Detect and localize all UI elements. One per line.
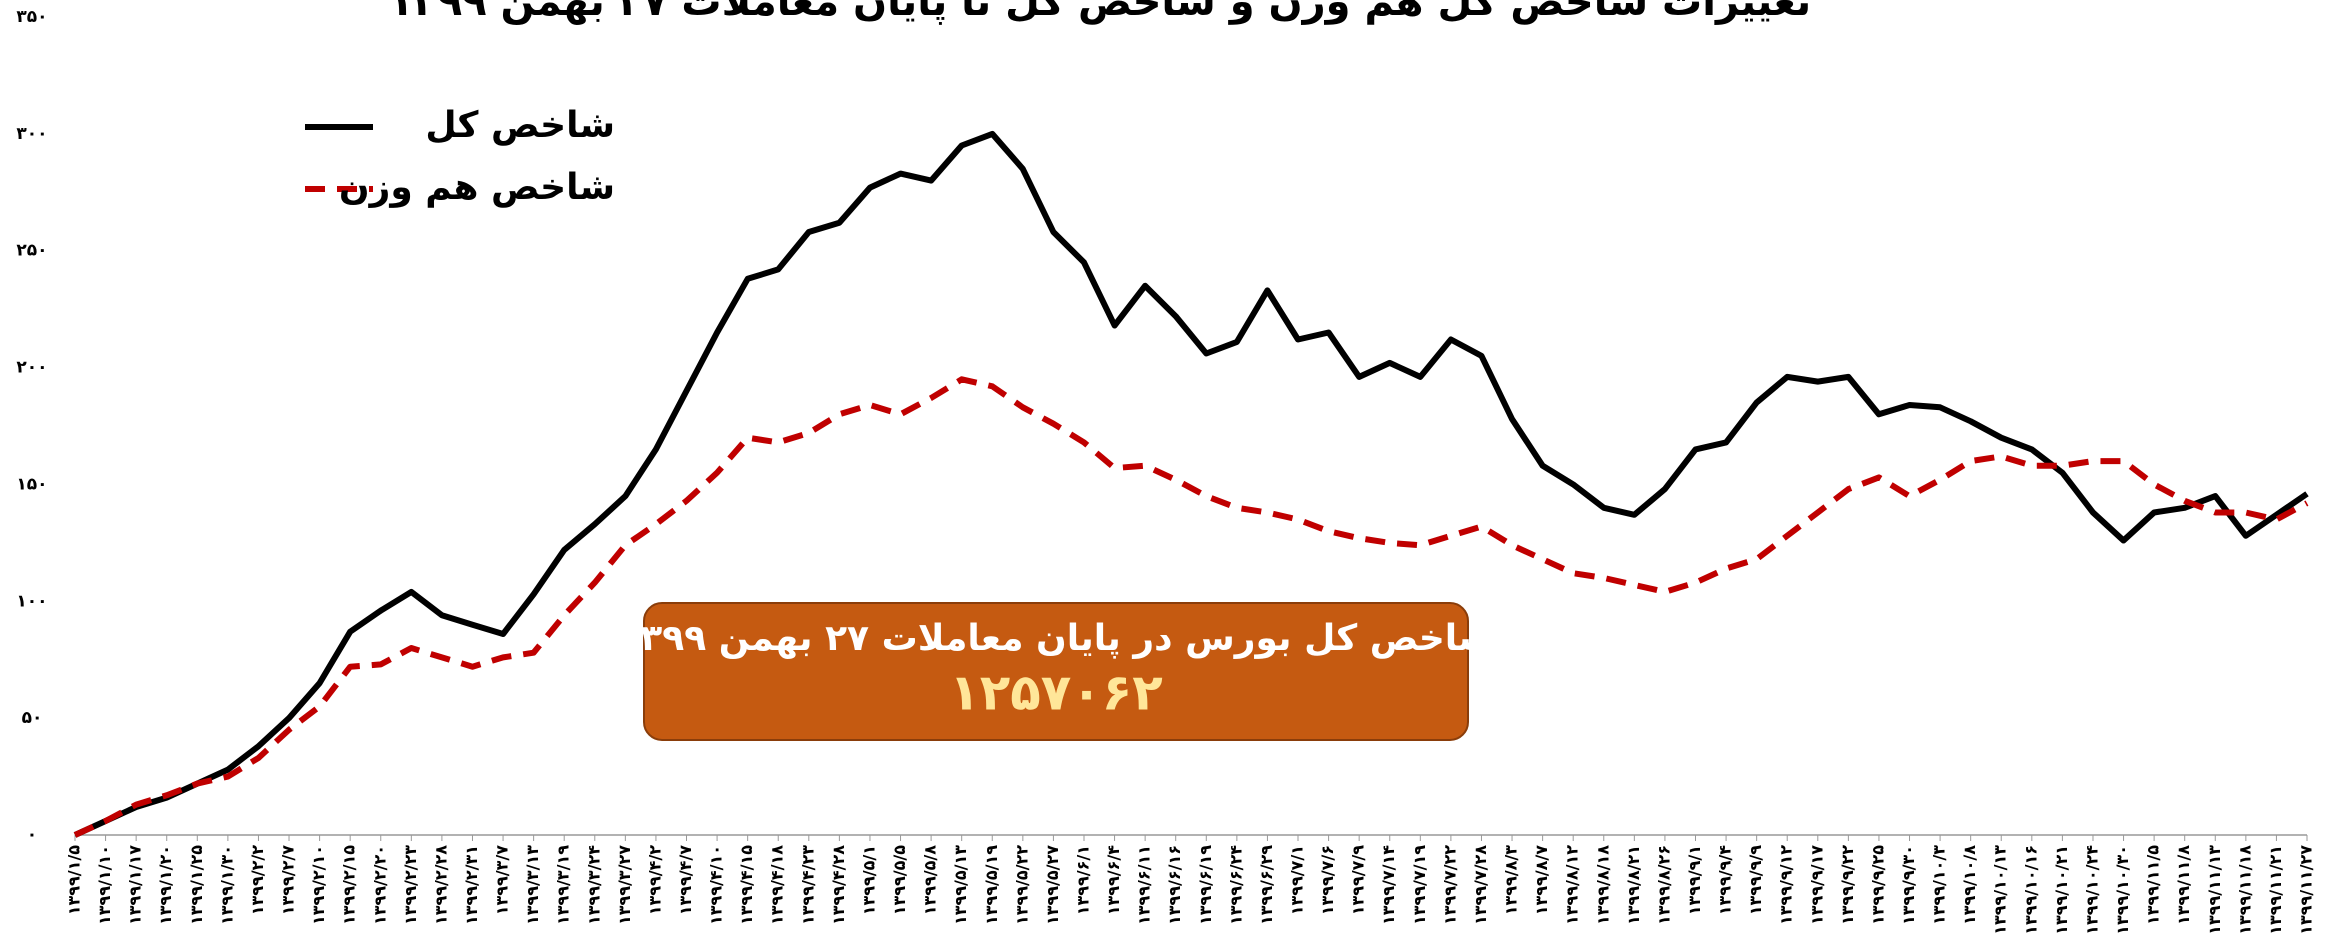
x-tick-label: ۱۳۹۹/۸/۲۱ [1624,845,1643,925]
x-tick-label: ۱۳۹۹/۱۰/۲۴ [2082,845,2101,935]
x-tick-label: ۱۳۹۹/۷/۲۲ [1440,845,1459,925]
x-tick-label: ۱۳۹۹/۱/۱۷ [126,845,145,925]
annotation-text: شاخص کل بورس در پایان معاملات ۲۷ بهمن ۱۳… [618,618,1493,659]
x-tick-label: ۱۳۹۹/۱۰/۳۰ [2113,845,2132,935]
legend-label: شاخص کل [425,105,615,146]
x-tick-label: ۱۳۹۹/۶/۲۴ [1226,845,1245,925]
x-tick-label: ۱۳۹۹/۴/۲۸ [829,845,848,925]
x-tick-label: ۱۳۹۹/۸/۳ [1502,845,1521,916]
x-tick-label: ۱۳۹۹/۷/۶ [1318,845,1337,915]
x-tick-label: ۱۳۹۹/۸/۷ [1532,845,1551,916]
series-line [73,376,2309,838]
x-tick-label: ۱۳۹۹/۵/۲۷ [1043,845,1062,925]
x-tick-label: ۱۳۹۹/۱۰/۲۱ [2052,845,2071,935]
y-tick-label: ۱۰۰ [16,591,47,611]
x-tick-label: ۱۳۹۹/۹/۹ [1746,845,1765,916]
x-tick-label: ۱۳۹۹/۴/۲ [645,845,664,916]
x-tick-label: ۱۳۹۹/۲/۲۳ [401,845,420,925]
x-tick-label: ۱۳۹۹/۲/۱۵ [340,845,359,925]
x-tick-label: ۱۳۹۹/۹/۱ [1685,845,1704,915]
x-tick-label: ۱۳۹۹/۵/۱۳ [951,845,970,925]
x-tick-label: ۱۳۹۹/۵/۸ [921,845,940,916]
x-tick-label: ۱۳۹۹/۴/۷ [676,845,695,916]
annotation-value: ۱۲۵۷۰۶۲ [949,664,1163,722]
x-tick-label: ۱۳۹۹/۱/۳۰ [217,845,236,925]
x-tick-label: ۱۳۹۹/۲/۷ [279,845,298,916]
x-tick-label: ۱۳۹۹/۹/۳۰ [1899,845,1918,925]
x-tick-label: ۱۳۹۹/۲/۱۰ [309,845,328,925]
x-tick-label: ۱۳۹۹/۱۱/۲۱ [2266,845,2285,935]
y-tick-label: ۱۵۰ [16,474,47,494]
x-tick-label: ۱۳۹۹/۵/۱۹ [982,845,1001,925]
x-tick-label: ۱۳۹۹/۲/۲۰ [370,845,389,925]
x-tick-label: ۱۳۹۹/۱۱/۸ [2174,845,2193,925]
x-tick-label: ۱۳۹۹/۶/۱۱ [1135,845,1154,925]
x-tick-label: ۱۳۹۹/۷/۹ [1349,845,1368,916]
x-tick-label: ۱۳۹۹/۷/۱۹ [1410,845,1429,925]
x-tick-label: ۱۳۹۹/۹/۱۷ [1807,845,1826,925]
x-tick-label: ۱۳۹۹/۱۰/۱۶ [2021,845,2040,935]
x-tick-label: ۱۳۹۹/۱۰/۱۳ [1991,845,2010,935]
x-tick-label: ۱۳۹۹/۳/۱۹ [554,845,573,925]
series-line [73,130,2309,838]
x-tick-label: ۱۳۹۹/۷/۱ [1288,845,1307,915]
x-tick-label: ۱۳۹۹/۶/۱۶ [1165,845,1184,925]
x-tick-label: ۱۳۹۹/۵/۱ [859,845,878,915]
x-tick-label: ۱۳۹۹/۶/۲۹ [1257,845,1276,925]
legend-label: شاخص هم وزن [339,167,615,208]
x-tick-label: ۱۳۹۹/۶/۱۹ [1196,845,1215,925]
x-tick-label: ۱۳۹۹/۱۰/۸ [1960,845,1979,925]
x-tick-label: ۱۳۹۹/۱۱/۵ [2144,845,2163,925]
x-tick-label: ۱۳۹۹/۲/۲۸ [431,845,450,925]
y-tick-label: ۰ [27,825,37,845]
x-tick-label: ۱۳۹۹/۳/۲۴ [584,845,603,925]
x-tick-label: ۱۳۹۹/۱/۵ [65,845,84,916]
y-tick-label: ۳۵۰ [16,7,47,27]
y-tick-label: ۵۰ [22,708,43,728]
x-tick-label: ۱۳۹۹/۶/۴ [1104,845,1123,916]
x-tick-label: ۱۳۹۹/۱۱/۱۸ [2235,845,2254,935]
x-tick-label: ۱۳۹۹/۱/۲۵ [187,845,206,925]
x-tick-label: ۱۳۹۹/۹/۴ [1716,845,1735,916]
x-tick-label: ۱۳۹۹/۸/۲۶ [1654,845,1673,925]
x-tick-label: ۱۳۹۹/۴/۱۸ [768,845,787,925]
x-tick-label: ۱۳۹۹/۳/۷ [493,845,512,916]
x-tick-label: ۱۳۹۹/۲/۲ [248,845,267,916]
annotation-box [643,602,1469,741]
x-tick-label: ۱۳۹۹/۹/۲۲ [1838,845,1857,925]
x-tick-label: ۱۳۹۹/۳/۱۳ [523,845,542,925]
x-tick-label: ۱۳۹۹/۱۰/۳ [1930,845,1949,925]
x-tick-label: ۱۳۹۹/۱۱/۱۳ [2205,845,2224,935]
x-tick-label: ۱۳۹۹/۴/۱۰ [707,845,726,925]
y-tick-label: ۲۵۰ [16,241,47,261]
x-tick-label: ۱۳۹۹/۵/۲۲ [1012,845,1031,925]
x-tick-label: ۱۳۹۹/۱/۲۰ [156,845,175,925]
y-tick-label: ۳۰۰ [16,124,47,144]
chart-title: تغییرات شاخص کل هم وزن و شاخص کل تا پایا… [389,0,1811,25]
x-tick-label: ۱۳۹۹/۹/۲۵ [1868,845,1887,925]
x-tick-label: ۱۳۹۹/۸/۱۸ [1593,845,1612,925]
x-tick-label: ۱۳۹۹/۹/۱۲ [1777,845,1796,925]
x-tick-label: ۱۳۹۹/۱/۱۰ [95,845,114,925]
y-tick-label: ۲۰۰ [16,358,47,378]
x-tick-label: ۱۳۹۹/۷/۱۴ [1379,845,1398,925]
x-tick-label: ۱۳۹۹/۳/۲۷ [615,845,634,925]
x-tick-label: ۱۳۹۹/۷/۲۸ [1471,845,1490,925]
x-tick-label: ۱۳۹۹/۸/۱۲ [1563,845,1582,925]
x-tick-label: ۱۳۹۹/۴/۱۵ [737,845,756,925]
x-tick-label: ۱۳۹۹/۴/۲۳ [798,845,817,925]
x-tick-label: ۱۳۹۹/۱۱/۲۷ [2297,845,2316,935]
x-tick-label: ۱۳۹۹/۲/۳۱ [462,845,481,925]
x-tick-label: ۱۳۹۹/۵/۵ [890,845,909,916]
x-tick-label: ۱۳۹۹/۶/۱ [1073,845,1092,915]
